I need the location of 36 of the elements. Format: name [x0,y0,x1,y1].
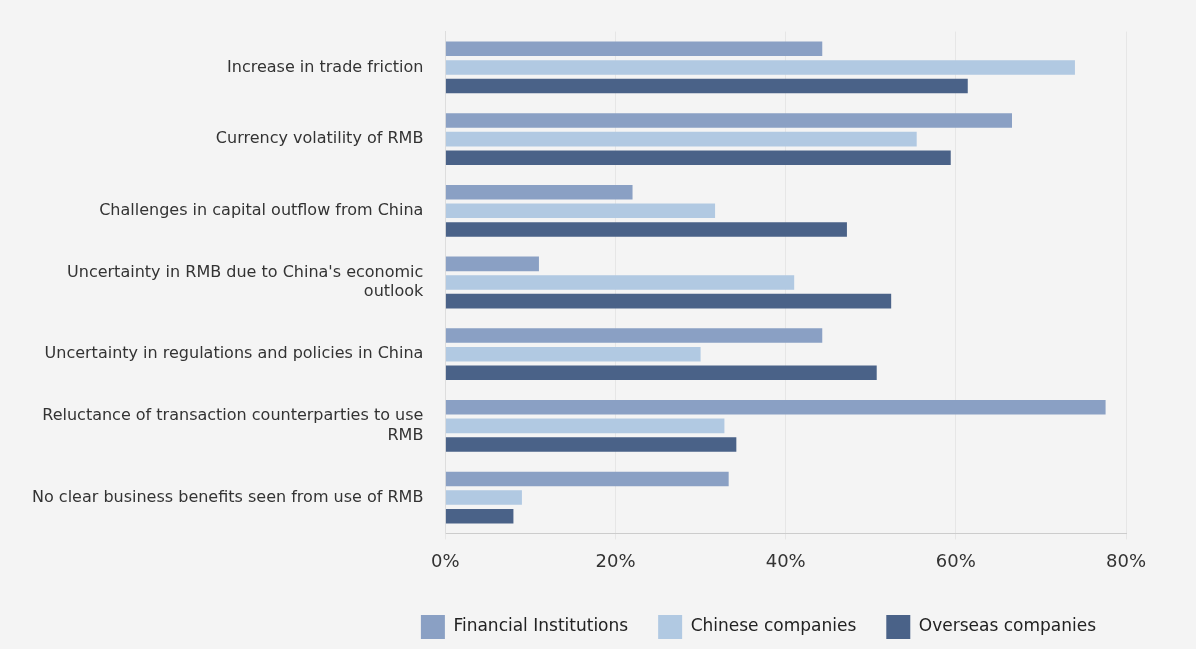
bar [445,203,716,219]
x-tick-label: 20% [595,549,636,571]
x-tick-label: 60% [935,549,976,571]
bar [445,365,877,381]
bar [445,328,823,343]
bar [445,418,725,434]
bar [445,437,737,452]
bar [445,222,847,237]
bar [445,131,917,147]
y-tick-label: No clear business benefits seen from use of RMB [32,486,424,506]
legend-label: Overseas companies [918,615,1097,636]
bar [445,150,951,166]
bar [445,293,892,309]
bar [445,275,795,290]
bar [445,41,823,57]
y-tick-label: Reluctance of transaction counterparties to use RMB [42,405,424,444]
bar [445,399,1106,415]
y-tick-label: Increase in trade friction [227,56,424,76]
y-tick-label: Challenges in capital outflow from China [99,199,424,219]
bar [445,256,539,272]
legend-label: Financial Institutions [453,615,629,636]
bar [445,78,968,94]
x-tick-label: 40% [765,549,806,571]
bar [445,346,701,362]
bar [445,471,729,487]
bar [445,60,1075,75]
y-tick-label: Uncertainty in RMB due to China's economic outlook [67,262,425,301]
x-tick-label: 0% [431,549,460,571]
bar [445,184,633,200]
bar [445,113,1012,128]
x-tick-label: 80% [1105,549,1147,571]
legend-label: Chinese companies [690,615,857,636]
y-tick-label: Uncertainty in regulations and policies in China [44,343,424,363]
bar [445,490,522,505]
y-tick-label: Currency volatility of RMB [215,128,424,148]
bar [445,508,514,524]
